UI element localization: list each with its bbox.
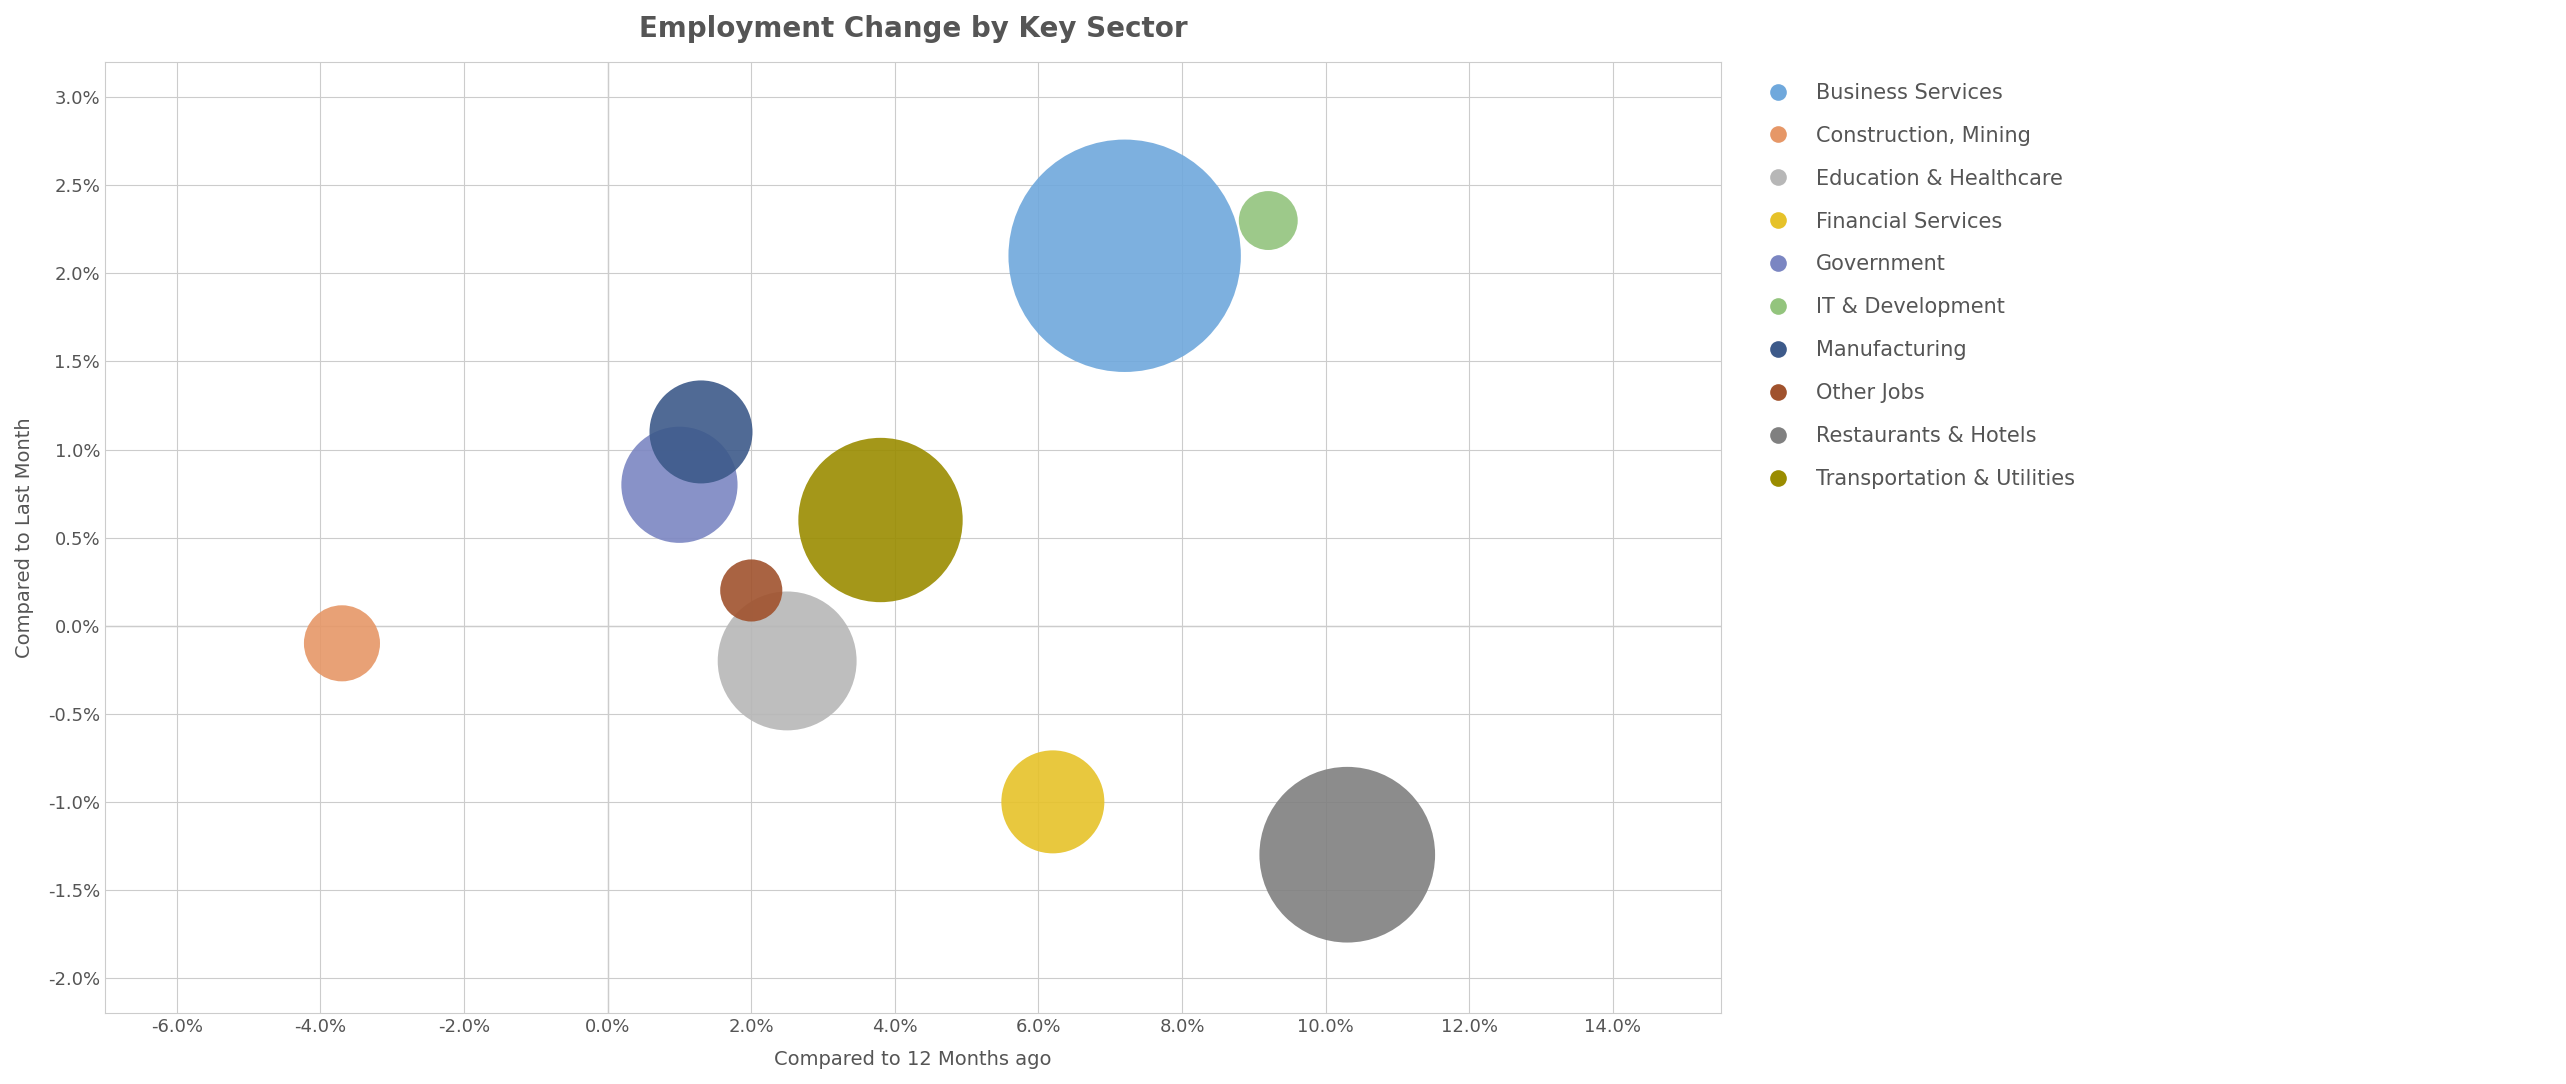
Title: Employment Change by Key Sector: Employment Change by Key Sector [639,15,1188,43]
Point [1032,793,1073,811]
Point [321,634,362,651]
Point [767,653,808,670]
X-axis label: Compared to 12 Months ago: Compared to 12 Months ago [775,1050,1052,1069]
Point [680,423,721,440]
Point [1327,846,1368,863]
Point [1103,247,1144,264]
Point [659,476,701,493]
Point [860,512,901,529]
Point [1247,211,1288,229]
Point [731,582,772,599]
Legend: Business Services, Construction, Mining, Education & Healthcare, Financial Servi: Business Services, Construction, Mining,… [1747,73,2086,500]
Y-axis label: Compared to Last Month: Compared to Last Month [15,417,33,658]
